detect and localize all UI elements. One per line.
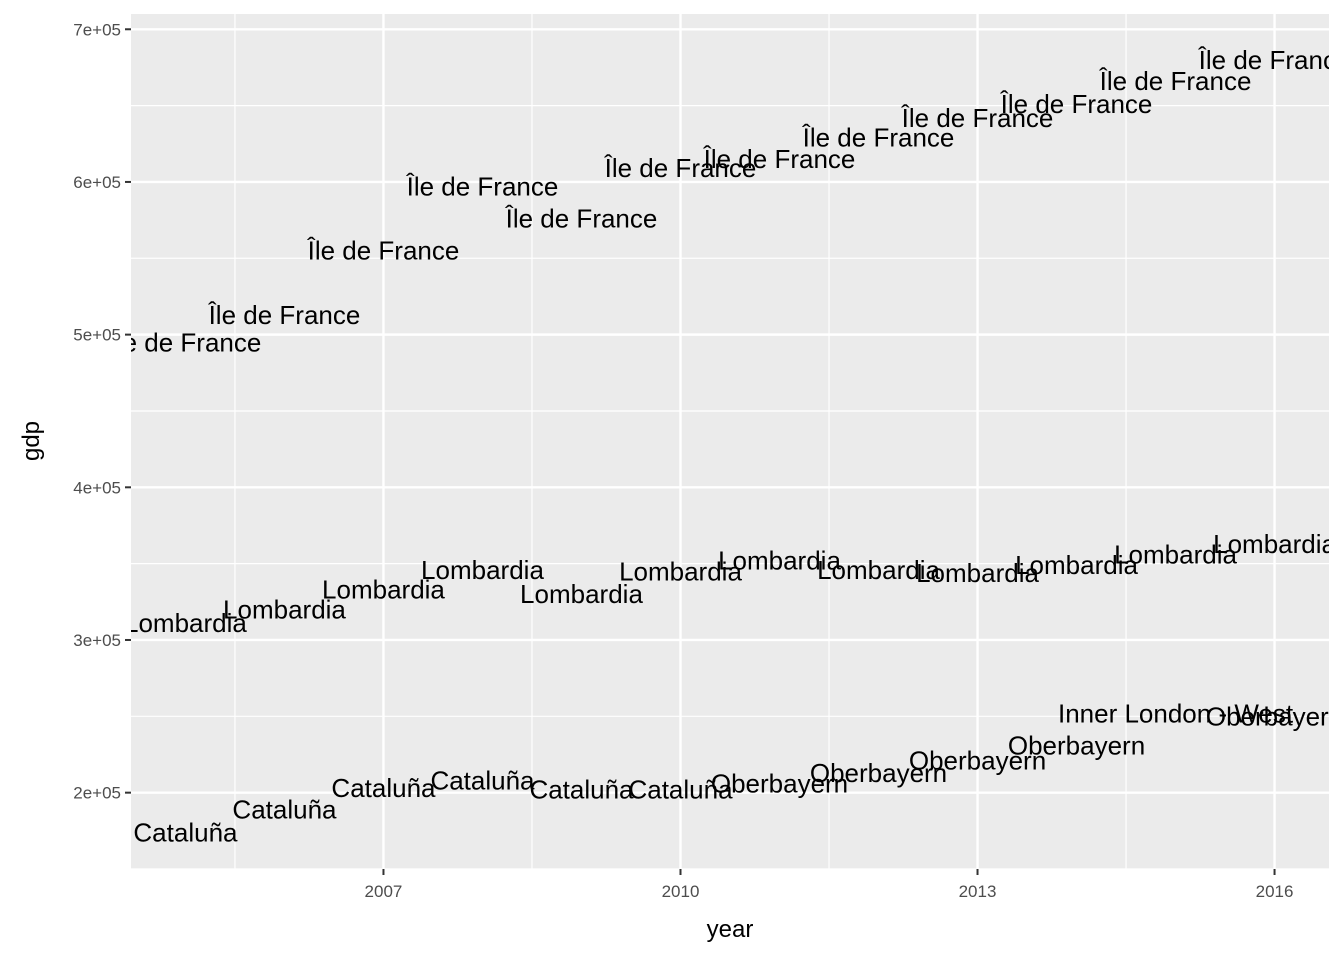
x-tick-label: 2016 [1256, 882, 1294, 901]
point-label: Île de France [604, 153, 757, 183]
point-label: Lombardia [1114, 539, 1237, 569]
y-tick-label: 3e+05 [73, 631, 121, 650]
point-label: Lombardia [916, 558, 1039, 588]
y-axis: 2e+05 3e+05 4e+05 5e+05 6e+05 7e+05 [73, 20, 131, 803]
y-tick-label: 7e+05 [73, 20, 121, 39]
point-label: Île de France [703, 144, 856, 174]
point-label: Cataluña [133, 817, 238, 847]
point-label: Oberbayern [1008, 730, 1145, 760]
point-label: Lombardia [1015, 550, 1138, 580]
x-tick-label: 2013 [959, 882, 997, 901]
y-axis-title: gdp [18, 421, 45, 461]
point-label: Île de France [1000, 89, 1153, 119]
point-label: Oberbayern [810, 758, 947, 788]
point-label: Lombardia [520, 579, 643, 609]
point-label: Île de France [109, 327, 262, 357]
x-axis: 2007 2010 2013 2016 [365, 869, 1294, 901]
y-tick-label: 5e+05 [73, 326, 121, 345]
point-label: Lombardia [718, 546, 841, 576]
point-label: Lombardia [124, 608, 247, 638]
minor-gridlines [131, 14, 1329, 870]
major-gridlines [131, 14, 1329, 869]
point-label: Cataluña [430, 765, 535, 795]
y-tick-label: 6e+05 [73, 173, 121, 192]
y-tick-label: 4e+05 [73, 478, 121, 497]
point-label: Île de France [1099, 66, 1252, 96]
point-label: Oberbayern [711, 769, 848, 799]
point-label: Cataluña [628, 775, 733, 805]
point-label: Oberbayern [1206, 701, 1343, 731]
point-label: Cataluña [232, 794, 337, 824]
point-label: Lombardia [817, 555, 940, 585]
point-label: Cataluña [331, 773, 436, 803]
x-tick-label: 2010 [662, 882, 700, 901]
point-label: Lombardia [421, 555, 544, 585]
plot-background [131, 14, 1329, 869]
point-label: Île de France [1198, 45, 1344, 75]
point-label: Cataluña [529, 775, 634, 805]
point-label: Île de France [208, 300, 361, 330]
point-label: Lombardia [1213, 529, 1336, 559]
x-tick-label: 2007 [365, 882, 403, 901]
point-label: Île de France [505, 204, 658, 234]
point-label: Lombardia [619, 556, 742, 586]
y-tick-label: 2e+05 [73, 784, 121, 803]
point-label: Île de France [307, 236, 460, 266]
point-label: Île de France [406, 172, 559, 202]
point-label: Inner London - West [1058, 698, 1294, 728]
x-axis-title: year [707, 916, 754, 943]
point-label: Île de France [901, 103, 1054, 133]
point-label: Oberbayern [909, 746, 1046, 776]
point-label: Lombardia [322, 575, 445, 605]
point-label: Lombardia [223, 594, 346, 624]
point-label: Île de France [802, 123, 955, 153]
